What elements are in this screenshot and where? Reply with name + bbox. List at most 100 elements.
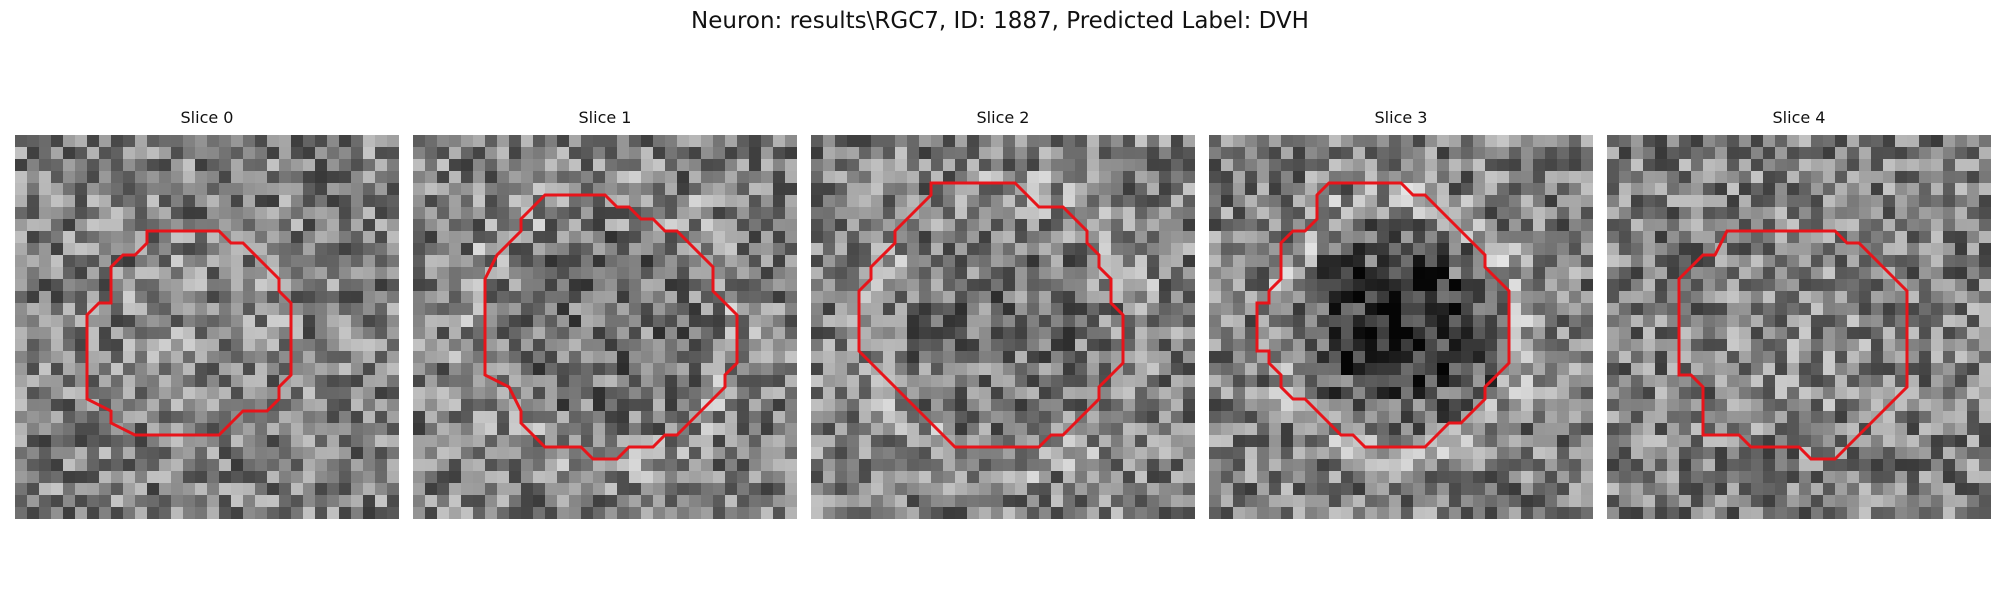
pixel-cell (1631, 219, 1644, 232)
pixel-cell (955, 507, 968, 519)
pixel-cell (1715, 411, 1728, 424)
pixel-cell (1377, 267, 1390, 280)
pixel-cell (835, 219, 848, 232)
pixel-cell (919, 507, 932, 519)
pixel-cell (1389, 447, 1402, 460)
pixel-cell (219, 315, 232, 328)
pixel-cell (413, 315, 426, 328)
pixel-cell (1171, 339, 1184, 352)
pixel-cell (713, 219, 726, 232)
pixel-cell (1569, 411, 1582, 424)
pixel-cell (1111, 291, 1124, 304)
pixel-cell (1461, 171, 1474, 184)
pixel-cell (725, 183, 738, 196)
pixel-cell (315, 459, 328, 472)
pixel-cell (1449, 387, 1462, 400)
pixel-cell (1533, 471, 1546, 484)
pixel-cell (749, 243, 762, 256)
pixel-cell (1787, 291, 1800, 304)
pixel-cell (713, 339, 726, 352)
pixel-cell (27, 171, 40, 184)
pixel-cell (1799, 231, 1812, 244)
pixel-cell (1147, 423, 1160, 436)
pixel-cell (811, 495, 824, 508)
pixel-cell (1545, 171, 1558, 184)
pixel-cell (1775, 195, 1788, 208)
pixel-cell (773, 423, 786, 436)
pixel-cell (1293, 447, 1306, 460)
pixel-cell (823, 195, 836, 208)
pixel-cell (147, 375, 160, 388)
pixel-cell (1377, 471, 1390, 484)
pixel-cell (653, 459, 666, 472)
pixel-cell (991, 255, 1004, 268)
pixel-cell (1245, 135, 1258, 148)
pixel-cell (485, 279, 498, 292)
pixel-cell (425, 483, 438, 496)
pixel-cell (1461, 339, 1474, 352)
pixel-cell (955, 411, 968, 424)
pixel-cell (1269, 159, 1282, 172)
pixel-cell (1715, 351, 1728, 364)
pixel-cell (363, 339, 376, 352)
pixel-cell (689, 387, 702, 400)
pixel-cell (1631, 375, 1644, 388)
pixel-cell (785, 351, 797, 364)
pixel-cell (725, 435, 738, 448)
pixel-cell (1413, 243, 1426, 256)
pixel-cell (437, 339, 450, 352)
pixel-cell (425, 147, 438, 160)
pixel-cell (135, 375, 148, 388)
pixel-cell (387, 291, 399, 304)
pixel-cell (51, 195, 64, 208)
pixel-cell (1569, 195, 1582, 208)
pixel-cell (1943, 351, 1956, 364)
pixel-cell (1569, 435, 1582, 448)
pixel-cell (1317, 159, 1330, 172)
pixel-cell (1509, 339, 1522, 352)
pixel-cell (425, 399, 438, 412)
pixel-cell (1703, 339, 1716, 352)
pixel-cell (1823, 183, 1836, 196)
pixel-cell (1245, 375, 1258, 388)
pixel-cell (629, 279, 642, 292)
pixel-cell (737, 243, 750, 256)
pixel-cell (1569, 219, 1582, 232)
pixel-cell (689, 339, 702, 352)
pixel-cell (1147, 471, 1160, 484)
pixel-cell (207, 171, 220, 184)
pixel-cell (895, 207, 908, 220)
pixel-cell (75, 339, 88, 352)
pixel-cell (1509, 255, 1522, 268)
pixel-cell (1703, 291, 1716, 304)
pixel-cell (183, 339, 196, 352)
pixel-cell (835, 195, 848, 208)
pixel-cell (1293, 387, 1306, 400)
pixel-cell (1545, 183, 1558, 196)
pixel-cell (1497, 447, 1510, 460)
pixel-cell (1293, 279, 1306, 292)
pixel-cell (1607, 183, 1620, 196)
pixel-cell (1051, 483, 1064, 496)
pixel-cell (871, 327, 884, 340)
pixel-cell (1763, 303, 1776, 316)
pixel-cell (291, 399, 304, 412)
pixel-cell (1305, 507, 1318, 519)
pixel-cell (1135, 387, 1148, 400)
pixel-cell (219, 387, 232, 400)
pixel-cell (413, 303, 426, 316)
pixel-cell (473, 207, 486, 220)
pixel-cell (1377, 195, 1390, 208)
pixel-cell (1751, 183, 1764, 196)
pixel-cell (1557, 255, 1570, 268)
pixel-cell (1919, 387, 1932, 400)
pixel-cell (847, 459, 860, 472)
pixel-cell (1027, 375, 1040, 388)
pixel-cell (1775, 291, 1788, 304)
pixel-cell (823, 171, 836, 184)
pixel-cell (291, 195, 304, 208)
pixel-cell (449, 459, 462, 472)
pixel-cell (533, 411, 546, 424)
pixel-cell (1607, 423, 1620, 436)
pixel-cell (665, 447, 678, 460)
